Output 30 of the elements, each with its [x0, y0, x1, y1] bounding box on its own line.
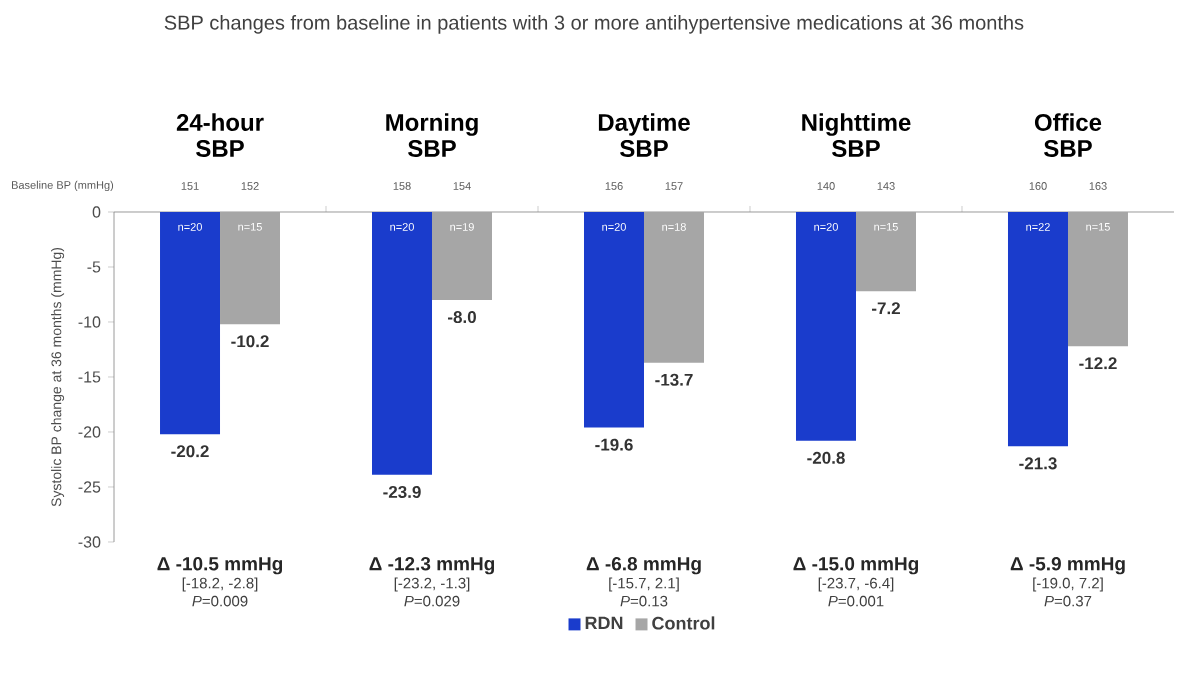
- y-tick-label: 0: [92, 206, 101, 218]
- data-label: -21.3: [1019, 457, 1057, 470]
- data-label: -23.9: [383, 485, 421, 498]
- x-tick-label: Nighttime SBP: [802, 113, 911, 157]
- data-label: -12.2: [1079, 357, 1117, 370]
- y-tick-label: -20: [78, 426, 101, 438]
- data-label: -20.2: [171, 445, 209, 458]
- x-tick-label: Morning SBP: [386, 113, 478, 157]
- data-label: -7.2: [872, 302, 900, 315]
- text: Δ -12.3 mmHg: [369, 557, 495, 575]
- y-tick-label: -30: [78, 536, 101, 548]
- chart-title: SBP changes from baseline in patients with 3 or more antihypertensive medications at 36 months: [164, 15, 1024, 34]
- data-label: -20.8: [807, 451, 845, 464]
- x-tick-label: 24-hour SBP: [176, 113, 264, 157]
- text: Δ -10.5 mmHg: [157, 557, 283, 575]
- x-tick-label: Office SBP: [1034, 113, 1102, 157]
- y-tick-label: -25: [78, 481, 101, 493]
- legend-label: RDN: [585, 616, 623, 630]
- data-label: -19.6: [595, 438, 633, 451]
- y-tick-label: -15: [78, 371, 101, 383]
- text: Δ -15.0 mmHg: [793, 557, 919, 575]
- y-tick-label: -10: [78, 316, 101, 328]
- legend-label: Control: [652, 616, 715, 630]
- data-label: -10.2: [231, 335, 269, 348]
- text: Δ -5.9 mmHg: [1010, 557, 1125, 575]
- text: Δ -6.8 mmHg: [586, 557, 701, 575]
- data-label: -13.7: [655, 373, 693, 386]
- y-tick-label: -5: [87, 261, 101, 273]
- x-tick-label: Daytime SBP: [598, 113, 690, 157]
- data-label: -8.0: [448, 311, 476, 324]
